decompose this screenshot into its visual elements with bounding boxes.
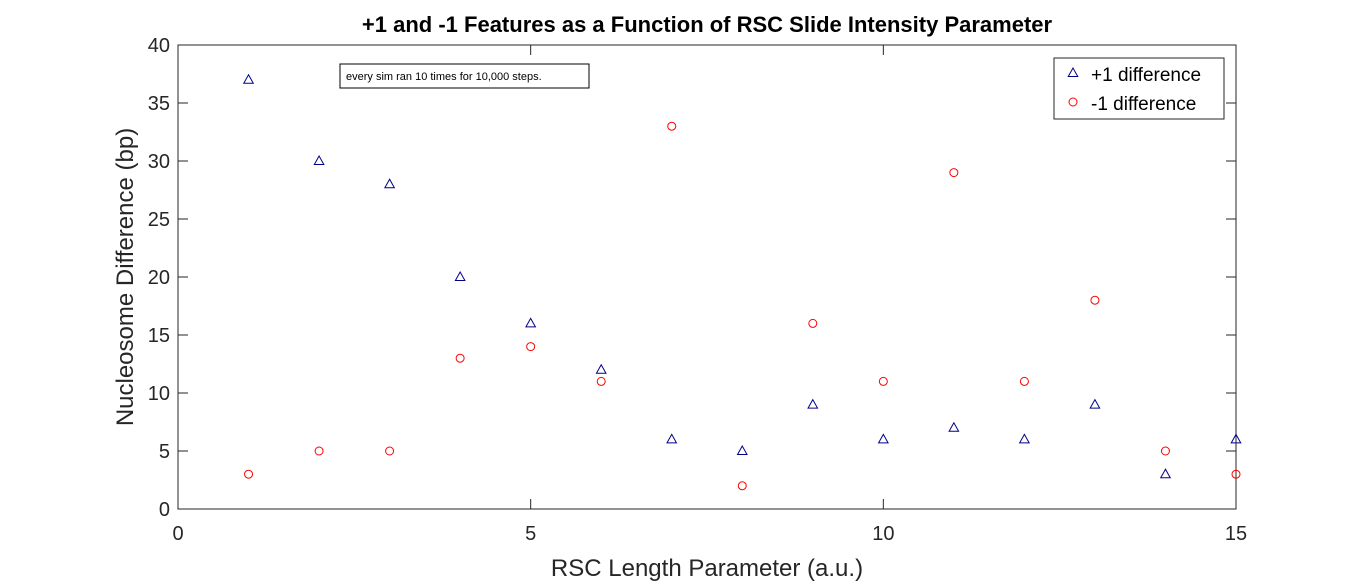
y-tick-label: 5: [159, 441, 170, 463]
minus1-point: [878, 376, 888, 386]
x-tick-label: 0: [172, 523, 183, 545]
y-tick-label: 30: [148, 151, 170, 173]
minus1-point: [244, 469, 254, 479]
plus1-point: [454, 270, 466, 281]
x-tick-label: 15: [1225, 523, 1247, 545]
y-tick-label: 0: [159, 499, 170, 521]
y-axis-label: Nucleosome Difference (bp): [112, 128, 139, 426]
annotation-box: every sim ran 10 times for 10,000 steps.: [339, 63, 590, 89]
x-tick-label: 5: [525, 523, 536, 545]
x-axis: 0 5 10 15: [172, 45, 1247, 545]
chart-title: +1 and -1 Features as a Function of RSC …: [362, 12, 1053, 37]
plus1-point: [807, 398, 819, 409]
minus1-point: [1019, 376, 1029, 386]
y-tick-label: 35: [148, 93, 170, 115]
y-tick-label: 20: [148, 267, 170, 289]
annotation-text: every sim ran 10 times for 10,000 steps.: [346, 71, 542, 83]
plus1-point: [1159, 468, 1172, 479]
legend-marker-plus1: [1067, 66, 1079, 77]
y-tick-label: 15: [148, 325, 170, 347]
legend-label-plus1: +1 difference: [1091, 65, 1201, 86]
plus1-point: [1089, 398, 1101, 409]
plus1-point: [525, 317, 537, 328]
plus1-point: [1230, 433, 1242, 444]
plus1-point: [595, 363, 607, 374]
minus1-point: [808, 318, 818, 328]
plus1-point: [666, 433, 678, 444]
plus1-point: [242, 73, 255, 84]
minus1-point: [526, 342, 536, 352]
legend: +1 difference -1 difference: [1053, 57, 1225, 120]
minus1-point: [1090, 295, 1100, 305]
plot-area: [177, 44, 1237, 510]
y-axis: 0 5 10 15 20 25 30 35 40: [148, 35, 1236, 521]
minus1-point: [314, 446, 324, 456]
minus1-point: [1160, 446, 1170, 456]
plus1-point: [313, 154, 325, 165]
legend-label-minus1: -1 difference: [1091, 94, 1196, 115]
minus1-point: [737, 481, 747, 491]
y-tick-label: 10: [148, 383, 170, 405]
plus1-point: [736, 444, 748, 455]
plus1-point: [383, 178, 396, 189]
plus1-point: [948, 421, 960, 432]
x-tick-label: 10: [872, 523, 894, 545]
x-axis-label: RSC Length Parameter (a.u.): [551, 555, 863, 582]
y-tick-label: 40: [148, 35, 170, 57]
minus1-point: [596, 376, 606, 386]
minus1-point: [455, 353, 465, 363]
legend-marker-minus1: [1068, 97, 1078, 107]
minus1-point: [385, 446, 395, 456]
data-points: [242, 73, 1242, 491]
minus1-point: [667, 121, 677, 131]
plus1-point: [1018, 433, 1031, 444]
minus1-point: [1231, 469, 1241, 479]
minus1-point: [949, 168, 959, 178]
y-tick-label: 25: [148, 209, 170, 231]
plus1-point: [877, 433, 889, 444]
